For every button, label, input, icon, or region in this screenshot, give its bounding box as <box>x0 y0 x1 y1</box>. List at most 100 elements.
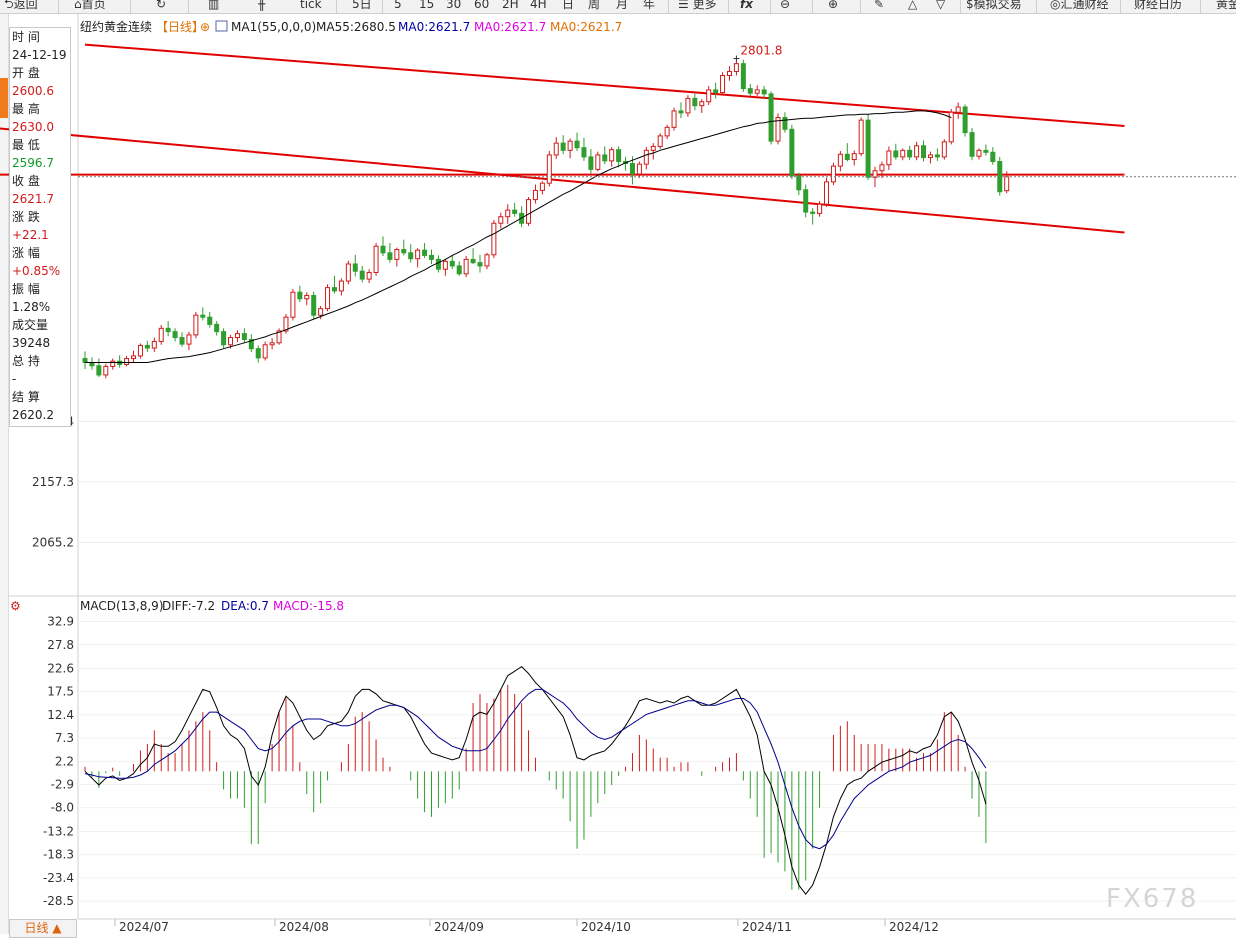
macd-histogram <box>84 684 987 890</box>
period-week[interactable]: 周 <box>588 0 601 11</box>
ma55-line <box>85 110 952 363</box>
settings-icon[interactable]: ⊕ <box>200 20 210 34</box>
candle-body <box>789 128 795 177</box>
candle-body <box>262 344 268 359</box>
macd-diff-value: DIFF:-7.2 <box>162 599 215 613</box>
max-price-label: 2801.8 <box>740 44 782 58</box>
candle-body <box>255 348 261 359</box>
candle-body <box>754 89 760 94</box>
back-button[interactable]: ⮌返回 <box>4 0 38 13</box>
ma55-value: MA55:2680.5 <box>316 20 396 34</box>
candle-body <box>602 154 608 162</box>
candle-body <box>318 308 324 316</box>
candle-body <box>636 163 642 175</box>
candle-body <box>796 175 802 191</box>
zoom-in-button[interactable]: ⊕ <box>828 0 838 13</box>
macd-tick-label: 22.6 <box>47 661 74 675</box>
high-value: 2630.0 <box>12 120 54 134</box>
low-label: 最 低 <box>12 138 40 152</box>
chart-type-icon[interactable] <box>215 20 228 32</box>
candle-body <box>962 106 968 134</box>
period-5min[interactable]: 5 <box>394 0 402 11</box>
candle-body <box>574 140 580 149</box>
frequency-tab[interactable]: 日线 ▲ <box>9 919 77 938</box>
candle-body <box>865 119 871 178</box>
candle-body <box>470 258 476 264</box>
period-day[interactable]: 日 <box>562 0 575 11</box>
change-value: +22.1 <box>12 228 49 242</box>
candle-body <box>886 150 892 166</box>
period-5day[interactable]: 5日 <box>352 0 372 11</box>
indicator-button[interactable]: fx <box>740 0 753 11</box>
candle-body <box>276 330 282 344</box>
watermark-logo: FX678 <box>1106 884 1199 914</box>
candle-body <box>144 344 150 349</box>
candle-body <box>366 272 372 280</box>
candle-body <box>331 287 337 292</box>
candle-body <box>380 245 386 254</box>
period-15min[interactable]: 15 <box>419 0 435 11</box>
candle-body <box>643 149 649 165</box>
candle-body <box>678 110 684 114</box>
candle-body <box>186 334 192 345</box>
candle-body <box>532 189 538 201</box>
candle-body <box>137 344 143 357</box>
candle-body <box>817 203 823 214</box>
more-button[interactable]: ☰ 更多 <box>678 0 717 13</box>
pct-value: +0.85% <box>12 264 61 278</box>
candle-body <box>172 331 178 339</box>
time-value: 24-12-19 <box>12 48 67 62</box>
candle-body <box>179 337 185 345</box>
huitong-icon: ◎ <box>1050 0 1061 11</box>
home-button[interactable]: ⌂首页 <box>74 0 106 13</box>
high-label: 最 高 <box>12 102 40 116</box>
macd-tick-label: -8.0 <box>51 801 74 815</box>
zoom-out-button[interactable]: ⊖ <box>780 0 790 13</box>
period-year[interactable]: 年 <box>643 0 656 11</box>
candle-body <box>720 74 726 94</box>
volume-label: 成交量 <box>12 318 49 332</box>
period-4h[interactable]: 4H <box>530 0 547 11</box>
candle-body <box>526 199 532 224</box>
candle-body <box>269 342 275 346</box>
bar-chart-button[interactable]: ▥ <box>208 0 219 13</box>
period-month[interactable]: 月 <box>616 0 629 11</box>
x-axis-month-label: 2024/10 <box>581 920 631 934</box>
time-label: 时 间 <box>12 30 40 44</box>
x-axis-month-labels: 2024/07 2024/08 2024/09 2024/10 2024/11 2024/… <box>114 919 939 934</box>
sim-trade-button[interactable]: $模拟交易 <box>966 0 1022 13</box>
candlestick-button[interactable]: ╫ <box>258 0 265 13</box>
instrument-name: 纽约黄金连续 <box>80 19 152 34</box>
refresh-button[interactable]: ↻ <box>156 0 166 13</box>
candle-body <box>553 142 559 156</box>
gold-button[interactable]: 黄金 <box>1216 0 1236 11</box>
candle-body <box>248 339 254 350</box>
candle-body <box>983 149 989 153</box>
period-tick[interactable]: tick <box>300 0 322 11</box>
candle-body <box>699 101 705 107</box>
back-label: 返回 <box>13 0 38 11</box>
home-label: 首页 <box>81 0 106 11</box>
huitong-button[interactable]: ◎汇通财经 <box>1050 0 1109 13</box>
macd-settings-icon[interactable]: ⚙ <box>10 599 21 613</box>
zoom-in-icon: ⊕ <box>828 0 839 11</box>
chevron-down-icon: ▽ <box>936 0 946 11</box>
draw-triangle-button[interactable]: △ <box>908 0 917 13</box>
candle-body <box>616 149 622 163</box>
draw-down-button[interactable]: ▽ <box>936 0 945 13</box>
candle-body <box>338 280 344 292</box>
candle-body <box>581 147 587 158</box>
candle-body <box>435 258 441 270</box>
calendar-button[interactable]: 财经日历 <box>1134 0 1183 11</box>
candle-body <box>629 162 635 175</box>
period-2h[interactable]: 2H <box>502 0 519 11</box>
settle-label: 结 算 <box>12 390 40 404</box>
candle-body <box>124 358 130 365</box>
more-label: 更多 <box>692 0 717 11</box>
period-60min[interactable]: 60 <box>474 0 490 11</box>
period-30min[interactable]: 30 <box>446 0 462 11</box>
side-strip-highlight <box>0 78 8 118</box>
candle-body <box>234 333 240 339</box>
draw-line-button[interactable]: ✎ <box>874 0 884 13</box>
macd-dea-value: DEA:0.7 <box>221 599 269 613</box>
